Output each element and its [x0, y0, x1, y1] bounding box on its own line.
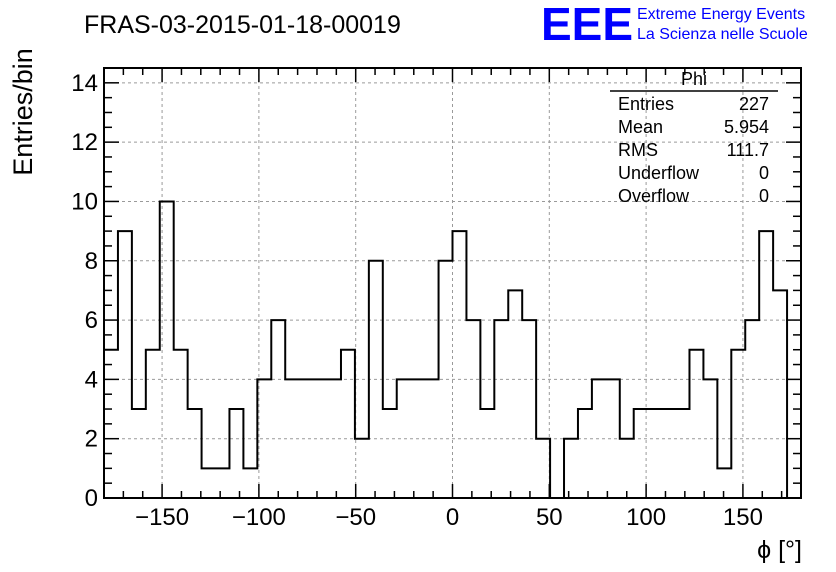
stats-label-rms: RMS [618, 140, 658, 160]
histogram-bin [466, 320, 480, 498]
stats-label-overflow: Overflow [618, 186, 690, 206]
grid [104, 68, 801, 498]
histogram-bin [355, 439, 369, 498]
histogram-bin [662, 409, 676, 498]
histogram-bin [132, 409, 146, 498]
histogram-bin [257, 379, 271, 498]
brand-line-2: La Scienza nelle Scuole [637, 26, 808, 43]
histogram-bin [146, 350, 160, 498]
histogram-bin [536, 439, 550, 498]
x-tick-label: 100 [626, 504, 666, 531]
histogram-bin [689, 350, 703, 498]
x-tick-label: −50 [335, 504, 376, 531]
histogram-bin [383, 409, 397, 498]
histogram-bin [508, 290, 522, 498]
histogram-bin [676, 409, 690, 498]
y-tick-label: 10 [71, 188, 98, 215]
y-tick-label: 4 [85, 366, 98, 393]
y-tick-label: 12 [71, 129, 98, 156]
stats-label-mean: Mean [618, 117, 663, 137]
x-tick-label: 0 [446, 504, 459, 531]
histogram-bin [216, 468, 230, 498]
histogram-bin [522, 320, 536, 498]
histogram-bin [620, 439, 634, 498]
eee-logo: EEE [541, 0, 633, 50]
y-tick-label: 6 [85, 307, 98, 334]
stats-label-underflow: Underflow [618, 163, 700, 183]
axis-ticks [103, 68, 802, 499]
x-tick-label: −150 [135, 504, 189, 531]
y-tick-label: 14 [71, 70, 98, 97]
histogram-bin [229, 409, 243, 498]
stats-box: Phi Entries 227 Mean 5.954 RMS 111.7 Und… [610, 69, 778, 206]
brand-line-1: Extreme Energy Events [637, 6, 805, 23]
histogram-bin [606, 379, 620, 498]
histogram-bin [564, 439, 578, 498]
histogram-bin [480, 409, 494, 498]
x-tick-label: 150 [723, 504, 763, 531]
histogram-bin [118, 231, 132, 498]
stats-title: Phi [681, 69, 707, 89]
histogram-bin [578, 409, 592, 498]
histogram-outline [104, 200, 801, 499]
y-axis-label: Entries/bin [8, 48, 38, 176]
histogram-bin [773, 290, 787, 498]
x-axis-label: ϕ [°] [757, 536, 802, 564]
histogram-bin [717, 468, 731, 498]
histogram-bin [188, 409, 202, 498]
histogram-bin [271, 320, 285, 498]
stats-value-entries: 227 [739, 94, 769, 114]
plot-frame [103, 67, 802, 499]
histogram-bin [341, 350, 355, 498]
histogram-bin [453, 231, 467, 498]
histogram-bin [174, 350, 188, 498]
stats-label-entries: Entries [618, 94, 674, 114]
x-tick-label: 50 [536, 504, 563, 531]
y-tick-label: 0 [85, 485, 98, 512]
histogram-bins [104, 201, 787, 498]
axis-tick-labels: −150 −100 −50 0 50 100 150 0 2 4 6 8 10 12 14 [71, 70, 763, 531]
stats-value-mean: 5.954 [724, 117, 769, 137]
stats-value-underflow: 0 [759, 163, 769, 183]
histogram-bin [648, 409, 662, 498]
histogram-bin [745, 320, 759, 498]
histogram-bin [202, 468, 216, 498]
histogram-bin [299, 379, 313, 498]
stats-value-overflow: 0 [759, 186, 769, 206]
chart-title: FRAS-03-2015-01-18-00019 [84, 11, 401, 39]
y-tick-label: 8 [85, 248, 98, 275]
x-tick-label: −100 [232, 504, 286, 531]
histogram-bin [494, 320, 508, 498]
histogram-bin [759, 231, 773, 498]
y-tick-label: 2 [85, 426, 98, 453]
histogram-bin [243, 468, 257, 498]
stats-value-rms: 111.7 [727, 140, 769, 160]
